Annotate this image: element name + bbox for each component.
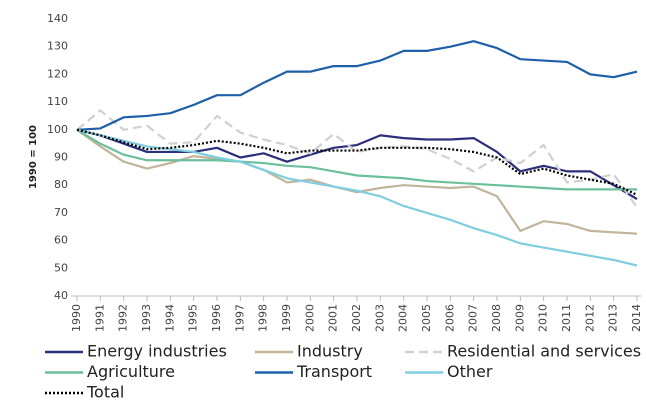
y-tick-label: 140 [47,12,68,25]
y-tick-label: 110 [47,95,68,108]
y-tick-label: 90 [54,151,68,164]
x-tick-label: 1994 [163,304,176,332]
legend-label: Transport [296,362,372,381]
x-tick-label: 1991 [93,304,106,332]
series-line [76,128,638,235]
series-line [76,128,638,267]
series-line [76,40,638,131]
x-tick-label: 2012 [583,304,596,332]
series-line [76,128,638,200]
x-tick-label: 2001 [327,304,340,332]
series-line [76,128,638,196]
x-tick-label: 1996 [210,304,223,332]
x-tick-label: 1992 [117,304,130,332]
x-tick-label: 2000 [303,304,316,332]
x-tick-label: 2002 [350,304,363,332]
y-tick-label: 50 [54,261,68,274]
x-tick-label: 2007 [467,304,480,332]
y-tick-label: 60 [54,234,68,247]
x-tick-label: 1997 [233,304,246,332]
x-tick-label: 2011 [560,304,573,332]
x-tick-label: 2014 [630,304,643,332]
x-tick-label: 2010 [537,304,550,332]
legend-label: Other [447,362,493,381]
y-tick-label: 70 [54,206,68,219]
x-tick-label: 1999 [280,304,293,332]
x-tick-label: 2004 [397,304,410,332]
series-line [76,128,637,191]
x-tick-label: 2006 [443,304,456,332]
x-tick-label: 2013 [607,304,620,332]
x-tick-label: 1998 [257,304,270,332]
legend-label: Total [86,383,124,401]
x-tick-label: 1995 [187,304,200,332]
y-tick-label: 100 [47,123,68,136]
y-tick-label: 120 [47,67,68,80]
legend-label: Agriculture [87,362,175,381]
series-line [76,109,638,208]
x-tick-label: 2005 [420,304,433,332]
y-tick-label: 130 [47,40,68,53]
x-tick-label: 2003 [373,304,386,332]
y-tick-label: 40 [54,289,68,302]
y-tick-label: 80 [54,178,68,191]
legend-label: Industry [297,342,363,361]
x-tick-label: 2009 [513,304,526,332]
y-axis-label: 1990 = 100 [28,125,39,189]
legend-label: Residential and services [447,342,641,361]
x-tick-label: 1993 [140,304,153,332]
x-tick-label: 2008 [490,304,503,332]
x-tick-label: 1990 [70,304,83,332]
legend-label: Energy industries [87,342,227,361]
